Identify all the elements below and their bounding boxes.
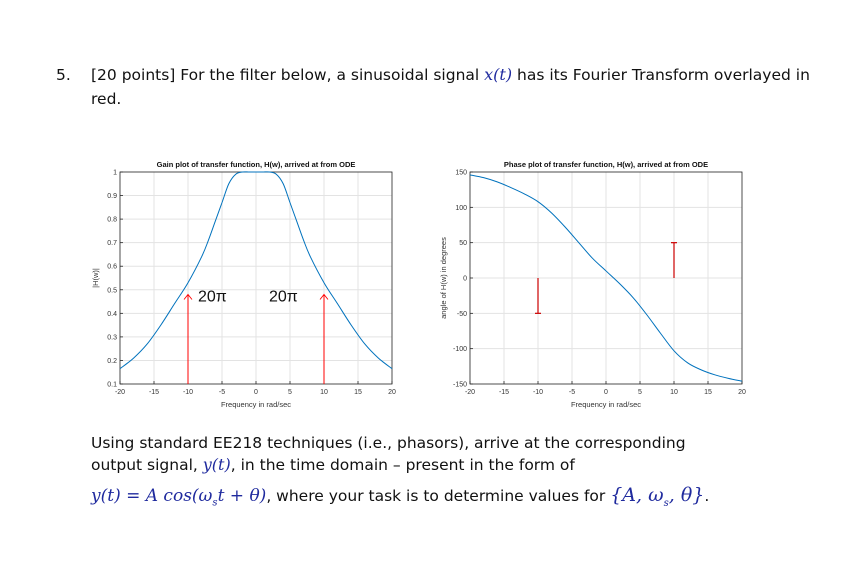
- chart1-xtick-label-3: -5: [569, 389, 575, 396]
- phase-plot: -20 -15 -10 -5 0 5 10 15 20-150-100-50050100150P…: [439, 160, 746, 409]
- target-equation: y(t) = A cos(ωst + θ): [91, 486, 267, 509]
- chart0-xtick-label-5: 5: [288, 389, 292, 396]
- chart0-series-line-0: [119, 171, 393, 370]
- chart1-ytick-label-6: 150: [455, 170, 467, 177]
- chart0-xtick-label-6: 10: [320, 389, 328, 396]
- chart1-xtick-label-0: -20: [465, 389, 475, 396]
- question-text-part1: [20 points] For the filter below, a sinu…: [91, 66, 485, 84]
- task-line-2-part2: , in the time domain – present in the fo…: [230, 456, 575, 474]
- chart0-ytick-label-5: 0.6: [107, 264, 117, 271]
- chart0-ytick-label-2: 0.3: [107, 334, 117, 341]
- chart0-xtick-label-2: -10: [183, 389, 193, 396]
- task-description: Using standard EE218 techniques (i.e., p…: [91, 432, 811, 476]
- chart1-xtick-label-2: -10: [533, 389, 543, 396]
- chart0-ytick-label-9: 1: [113, 170, 117, 177]
- chart1-ylabel: angle of H(w) in degrees: [439, 237, 448, 319]
- question-text-part2: has its Fourier Transform overlayed in r…: [91, 66, 810, 108]
- chart1-xtick-label-7: 15: [704, 389, 712, 396]
- chart0-xtick-label-8: 20: [388, 389, 396, 396]
- equation-text: , where your task is to determine values…: [266, 487, 611, 505]
- chart1-ytick-label-0: -150: [453, 382, 467, 389]
- chart0-ytick-label-4: 0.5: [107, 287, 117, 294]
- chart0-xtick-label-0: -20: [115, 389, 125, 396]
- gain-plot: -20 -15 -10 -5 0 5 10 15 20 0.1 0.2 0.3 0.4 0.5 0.6 0.7…: [91, 160, 396, 409]
- parameter-set: {A, ωs, θ}: [610, 484, 705, 509]
- chart0-ytick-label-3: 0.4: [107, 311, 117, 318]
- question-number: 5.: [56, 66, 71, 84]
- params-sub: s: [663, 497, 669, 509]
- chart1-xtick-label-8: 20: [738, 389, 746, 396]
- params-right: , θ}: [668, 484, 705, 506]
- chart0-ytick-label-1: 0.2: [107, 358, 117, 365]
- chart1-ytick-label-3: 0: [463, 276, 467, 283]
- chart0-ytick-label-6: 0.7: [107, 240, 117, 247]
- task-line-1: Using standard EE218 techniques (i.e., p…: [91, 434, 686, 452]
- chart1-ytick-label-5: 100: [455, 205, 467, 212]
- chart0-xtick-label-4: 0: [254, 389, 258, 396]
- chart0-xtick-label-1: -15: [149, 389, 159, 396]
- chart0-xtick-label-7: 15: [354, 389, 362, 396]
- equation-left: y(t) = A cos(ω: [91, 486, 213, 506]
- chart0-impulse-arrow-1: [319, 293, 329, 300]
- chart0-xlabel: Frequency in rad/sec: [221, 400, 291, 409]
- params-left: {A, ω: [610, 484, 664, 506]
- equation-sub: s: [212, 497, 218, 509]
- equation-right: t + θ): [217, 486, 267, 506]
- chart1-ytick-label-1: -100: [453, 346, 467, 353]
- chart1-xtick-label-4: 0: [604, 389, 608, 396]
- chart0-ytick-label-0: 0.1: [107, 382, 117, 389]
- chart1-ytick-label-2: -50: [457, 311, 467, 318]
- chart1-xtick-label-6: 10: [670, 389, 678, 396]
- chart0-impulse-label-0: 20π: [198, 288, 227, 305]
- chart0-xtick-label-3: -5: [219, 389, 225, 396]
- chart1-title: Phase plot of transfer function, H(w), a…: [504, 160, 708, 169]
- chart1-xlabel: Frequency in rad/sec: [571, 400, 641, 409]
- period: .: [704, 487, 710, 505]
- chart0-ylabel: |H(w)|: [91, 268, 100, 288]
- chart0-ytick-label-7: 0.8: [107, 217, 117, 224]
- question-text: [20 points] For the filter below, a sinu…: [91, 63, 811, 111]
- chart0-impulse-label-1: 20π: [269, 288, 298, 305]
- chart0-title: Gain plot of transfer function, H(w), ar…: [157, 160, 356, 169]
- task-line-2-part1: output signal,: [91, 456, 203, 474]
- chart1-xtick-label-5: 5: [638, 389, 642, 396]
- target-equation-line: y(t) = A cos(ωst + θ), where your task i…: [91, 484, 709, 509]
- chart1-xtick-label-1: -15: [499, 389, 509, 396]
- chart1-ytick-label-4: 50: [459, 240, 467, 247]
- chart0-ytick-label-8: 0.9: [107, 193, 117, 200]
- chart1-series-line-0: [469, 174, 743, 382]
- output-signal-symbol: y(t): [202, 455, 231, 474]
- input-signal-symbol: x(t): [484, 65, 513, 84]
- chart0-impulse-arrow-0: [183, 293, 193, 300]
- task-line-2: output signal, y(t), in the time domain …: [91, 454, 811, 476]
